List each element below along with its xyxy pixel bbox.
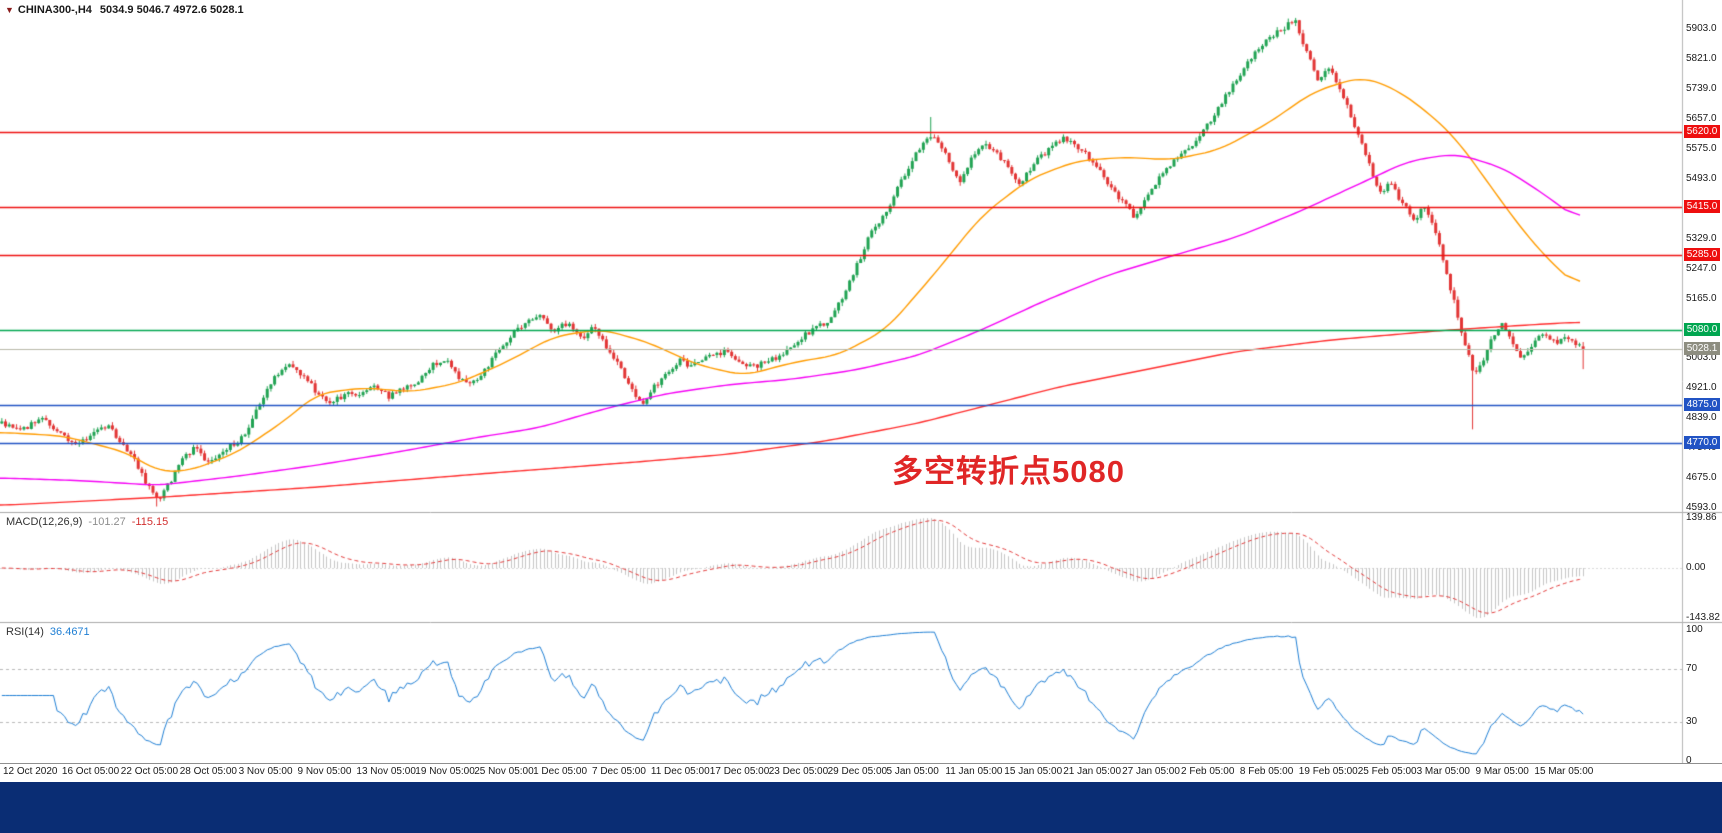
- time-label: 25 Nov 05:00: [474, 766, 534, 777]
- time-label: 15 Mar 05:00: [1534, 766, 1594, 777]
- macd-pane-label: MACD(12,26,9) -101.27 -115.15: [6, 516, 168, 528]
- rsi-value: 36.4671: [49, 626, 90, 638]
- time-label: 16 Oct 05:00: [61, 766, 120, 777]
- time-label: 1 Dec 05:00: [533, 766, 588, 777]
- time-label: 22 Oct 05:00: [120, 766, 179, 777]
- time-label: 25 Feb 05:00: [1357, 766, 1417, 777]
- price-tick: 5247.0: [1686, 262, 1717, 274]
- macd-main-value: -101.27: [88, 516, 126, 528]
- time-label: 15 Jan 05:00: [1004, 766, 1063, 777]
- price-tick: 4839.0: [1686, 412, 1717, 423]
- ohlc-values: 5034.9 5046.7 4972.6 5028.1: [99, 4, 244, 16]
- rsi-tick: 100: [1686, 624, 1703, 635]
- price-tick: 4921.0: [1686, 382, 1717, 394]
- price-tick: 5739.0: [1686, 82, 1717, 94]
- bottom-taskbar-strip: [0, 782, 1722, 833]
- rsi-name: RSI(14): [6, 626, 44, 638]
- time-label: 23 Dec 05:00: [768, 766, 829, 777]
- level-price-badge[interactable]: 5415.0: [1684, 200, 1720, 214]
- time-label: 17 Dec 05:00: [709, 766, 770, 777]
- level-price-badge[interactable]: 5620.0: [1684, 125, 1720, 139]
- level-price-badge[interactable]: 5285.0: [1684, 247, 1720, 261]
- time-label: 2 Feb 05:00: [1181, 766, 1235, 777]
- time-label: 5 Jan 05:00: [886, 766, 939, 777]
- time-label: 21 Jan 05:00: [1063, 766, 1122, 777]
- time-label: 11 Dec 05:00: [650, 766, 710, 777]
- level-price-badge[interactable]: 5080.0: [1684, 322, 1720, 336]
- time-label: 27 Jan 05:00: [1122, 766, 1180, 777]
- rsi-tick: 30: [1686, 715, 1698, 727]
- rsi-tick: 0: [1686, 755, 1692, 766]
- macd-name: MACD(12,26,9): [6, 516, 83, 528]
- time-label: 19 Feb 05:00: [1298, 766, 1358, 777]
- price-tick: 4675.0: [1686, 471, 1717, 483]
- chart-text-annotation[interactable]: 多空转折点5080: [892, 454, 1125, 489]
- symbol-marker-icon: ▼: [5, 5, 14, 15]
- rsi-tick: 70: [1686, 663, 1698, 675]
- time-label: 7 Dec 05:00: [592, 766, 646, 777]
- time-label: 3 Mar 05:00: [1416, 766, 1470, 777]
- time-label: 11 Jan 05:00: [945, 766, 1003, 777]
- time-label: 9 Mar 05:00: [1475, 766, 1529, 777]
- price-tick: 5003.0: [1686, 352, 1717, 364]
- price-axis[interactable]: 5903.05821.05739.05657.05575.05493.05411…: [1682, 0, 1722, 766]
- chart-canvas[interactable]: [0, 0, 1722, 763]
- time-label: 13 Nov 05:00: [356, 766, 416, 777]
- price-tick: 5575.0: [1686, 142, 1717, 154]
- time-label: 29 Dec 05:00: [827, 766, 888, 777]
- price-tick: 4593.0: [1686, 501, 1717, 513]
- time-label: 8 Feb 05:00: [1239, 766, 1294, 777]
- time-label: 12 Oct 2020: [3, 766, 58, 777]
- price-tick: 5493.0: [1686, 172, 1717, 184]
- price-tick: 5657.0: [1686, 112, 1717, 124]
- macd-tick: -143.82: [1686, 612, 1720, 623]
- symbol-header: ▼ CHINA300-,H4 5034.9 5046.7 4972.6 5028.1: [5, 4, 244, 16]
- price-tick: 5165.0: [1686, 292, 1717, 304]
- macd-signal-value: -115.15: [131, 516, 169, 528]
- price-tick: 5903.0: [1686, 22, 1717, 34]
- rsi-pane-label: RSI(14) 36.4671: [6, 626, 90, 638]
- price-tick: 5821.0: [1686, 52, 1717, 64]
- time-label: 28 Oct 05:00: [179, 766, 237, 777]
- time-label: 19 Nov 05:00: [415, 766, 475, 777]
- macd-tick: 139.86: [1686, 512, 1717, 523]
- time-label: 9 Nov 05:00: [297, 766, 352, 777]
- time-axis[interactable]: 12 Oct 2020 16 Oct 05:00 22 Oct 05:00 28 Oc…: [0, 763, 1722, 782]
- current-price-badge[interactable]: 5028.1: [1684, 341, 1720, 355]
- macd-tick: 0.00: [1686, 562, 1706, 573]
- level-price-badge[interactable]: 4875.0: [1684, 397, 1720, 411]
- symbol-title: CHINA300-,H4: [17, 4, 92, 16]
- price-tick: 5329.0: [1686, 232, 1717, 244]
- level-price-badge[interactable]: 4770.0: [1684, 436, 1720, 450]
- time-label: 3 Nov 05:00: [238, 766, 293, 777]
